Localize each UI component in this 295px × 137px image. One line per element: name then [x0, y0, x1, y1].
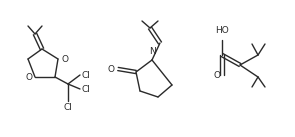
Text: O: O — [107, 65, 114, 73]
Text: O: O — [213, 71, 220, 79]
Text: Cl: Cl — [63, 103, 73, 112]
Text: Cl: Cl — [82, 85, 91, 93]
Text: HO: HO — [215, 26, 229, 35]
Text: Cl: Cl — [82, 71, 91, 79]
Text: O: O — [25, 72, 32, 82]
Text: N: N — [150, 47, 156, 56]
Text: O: O — [61, 55, 68, 64]
